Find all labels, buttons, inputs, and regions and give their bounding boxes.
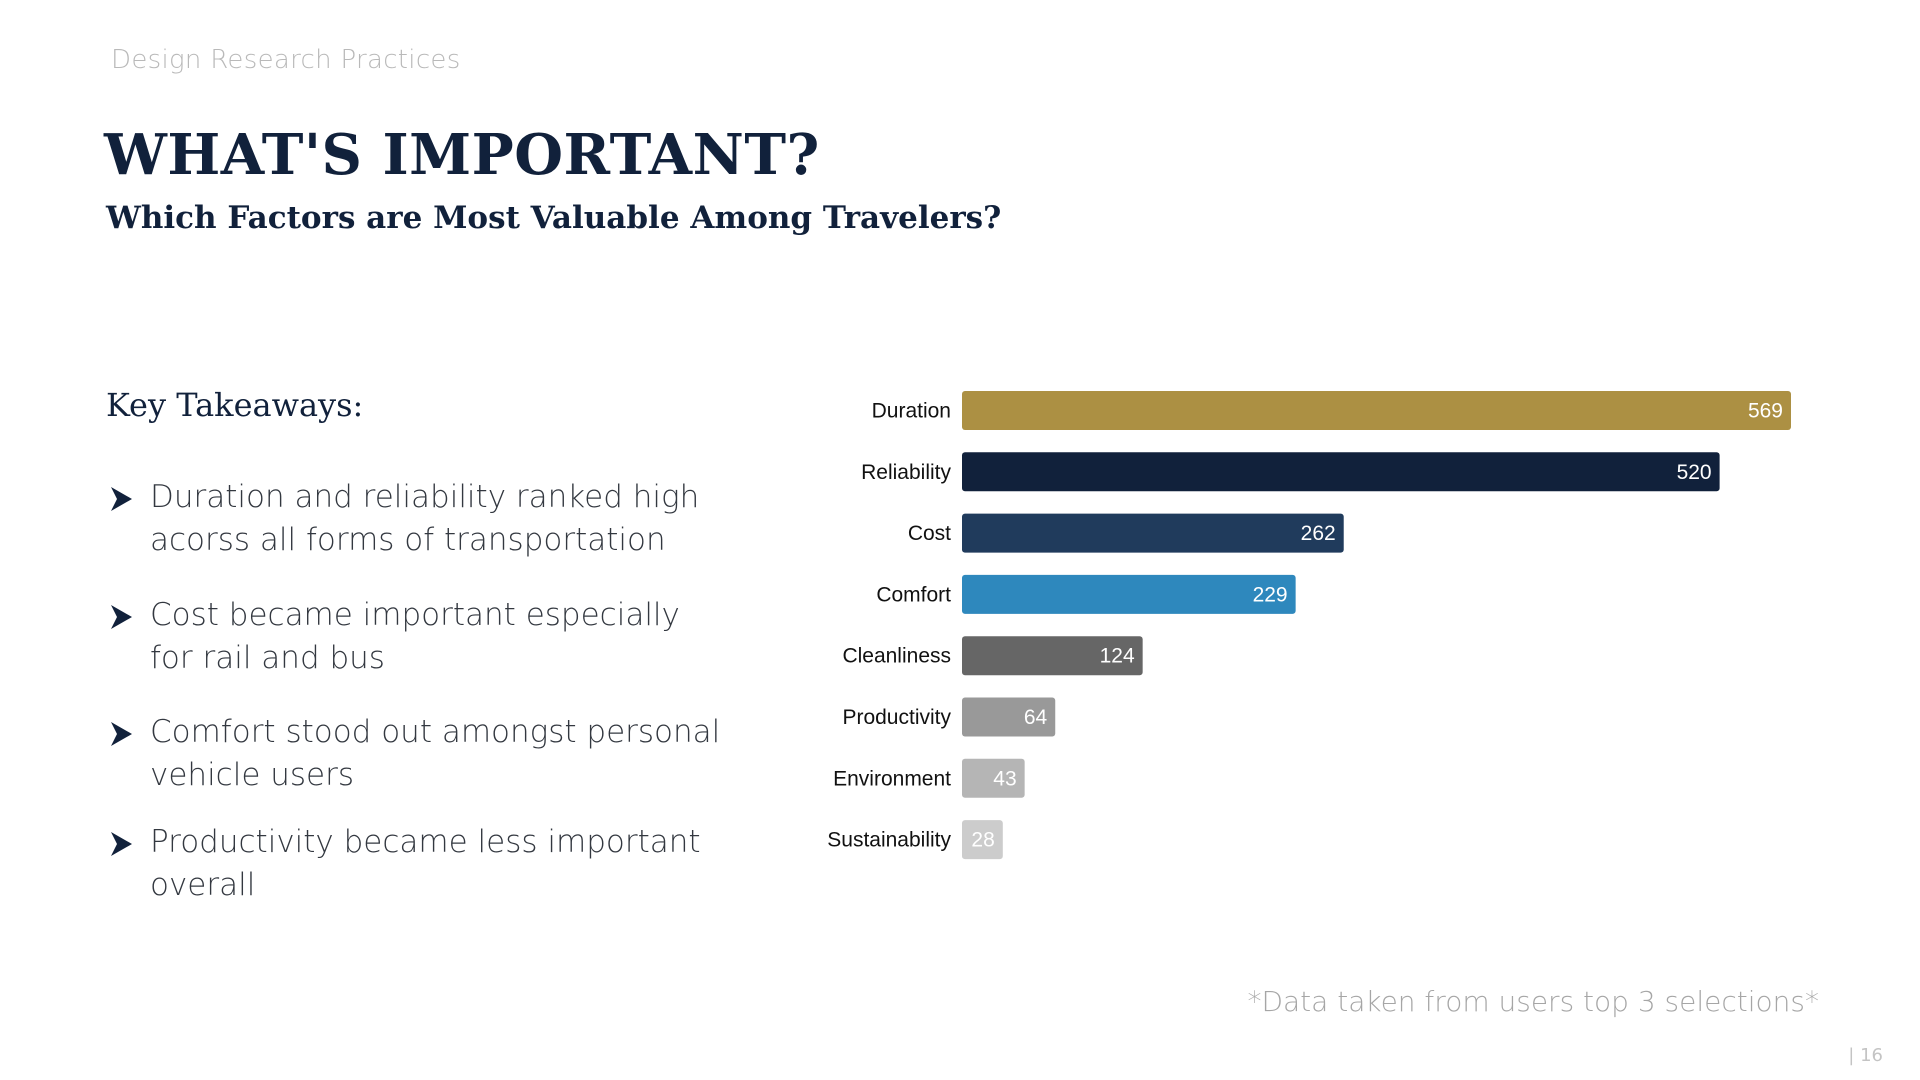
bar bbox=[962, 820, 1003, 860]
bar bbox=[962, 452, 1720, 492]
category-label: Reliability bbox=[861, 461, 951, 484]
page-title: WHAT'S IMPORTANT? bbox=[104, 122, 820, 188]
takeaway-item: Duration and reliability ranked high aco… bbox=[108, 476, 728, 562]
takeaway-text: Comfort stood out amongst personal vehic… bbox=[150, 714, 721, 793]
takeaway-text: Duration and reliability ranked high aco… bbox=[150, 479, 700, 558]
bar bbox=[962, 574, 1296, 614]
section-label: Design Research Practices bbox=[111, 45, 461, 75]
bar bbox=[962, 697, 1056, 737]
takeaway-text: Cost became important especially for rai… bbox=[150, 597, 680, 676]
category-label: Environment bbox=[833, 767, 951, 790]
category-label: Cleanliness bbox=[842, 645, 951, 668]
bar-chart: Duration 569 Reliability 520 Cost 262 Comfort 2… bbox=[827, 391, 1791, 860]
page-subtitle: Which Factors are Most Valuable Among Tr… bbox=[106, 200, 1002, 236]
category-label: Duration bbox=[872, 400, 951, 423]
arrow-bullet-icon bbox=[111, 487, 132, 511]
value-label: 569 bbox=[1748, 400, 1783, 423]
value-label: 520 bbox=[1677, 461, 1712, 484]
arrow-bullet-icon bbox=[111, 605, 132, 629]
arrow-bullet-icon bbox=[111, 722, 132, 746]
takeaway-text: Productivity became less important overa… bbox=[150, 824, 701, 903]
category-label: Cost bbox=[908, 522, 951, 545]
bar bbox=[962, 758, 1025, 798]
value-label: 43 bbox=[993, 767, 1016, 790]
page-number: | 16 bbox=[1848, 1045, 1883, 1066]
key-takeaways-heading: Key Takeaways: bbox=[106, 386, 364, 424]
takeaway-item: Comfort stood out amongst personal vehic… bbox=[108, 711, 728, 797]
bar bbox=[962, 391, 1791, 430]
value-label: 262 bbox=[1301, 522, 1336, 545]
footnote: *Data taken from users top 3 selections* bbox=[1247, 985, 1819, 1018]
bar bbox=[962, 636, 1143, 676]
value-label: 28 bbox=[971, 829, 994, 852]
takeaway-item: Cost became important especially for rai… bbox=[108, 594, 728, 680]
value-label: 229 bbox=[1253, 583, 1288, 606]
value-label: 64 bbox=[1024, 706, 1048, 729]
arrow-bullet-icon bbox=[111, 832, 132, 856]
takeaway-item: Productivity became less important overa… bbox=[108, 821, 728, 907]
bar bbox=[962, 513, 1344, 553]
category-label: Comfort bbox=[876, 583, 951, 606]
value-label: 124 bbox=[1100, 645, 1135, 668]
category-label: Productivity bbox=[842, 706, 951, 729]
category-label: Sustainability bbox=[827, 829, 951, 852]
